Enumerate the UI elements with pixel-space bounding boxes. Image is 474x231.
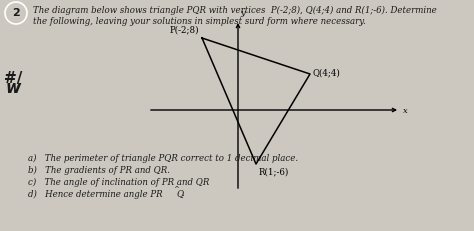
Text: c)   The angle of inclination of PR and QR: c) The angle of inclination of PR and QR bbox=[28, 177, 210, 187]
Text: .: . bbox=[181, 189, 184, 198]
Text: R(1;-6): R(1;-6) bbox=[259, 167, 289, 176]
Text: w: w bbox=[6, 79, 21, 97]
Text: Q(4;4): Q(4;4) bbox=[313, 69, 341, 77]
Text: The diagram below shows triangle PQR with vertices  P(-2;8), Q(4;4) and R(1;-6).: The diagram below shows triangle PQR wit… bbox=[33, 6, 437, 15]
Text: d)   Hence determine angle PR: d) Hence determine angle PR bbox=[28, 189, 163, 199]
Text: x: x bbox=[403, 107, 408, 115]
Text: the following, leaving your solutions in simplest surd form where necessary.: the following, leaving your solutions in… bbox=[33, 16, 366, 25]
Text: P(-2;8): P(-2;8) bbox=[169, 25, 199, 34]
Text: b)   The gradients of PR and QR.: b) The gradients of PR and QR. bbox=[28, 165, 170, 175]
Text: Q: Q bbox=[176, 189, 183, 198]
Text: y: y bbox=[240, 9, 245, 17]
Text: 2: 2 bbox=[12, 9, 20, 18]
Text: #/: #/ bbox=[4, 70, 22, 85]
Text: a)   The perimeter of triangle PQR correct to 1 decimal place.: a) The perimeter of triangle PQR correct… bbox=[28, 153, 298, 163]
Text: ^: ^ bbox=[173, 185, 179, 192]
